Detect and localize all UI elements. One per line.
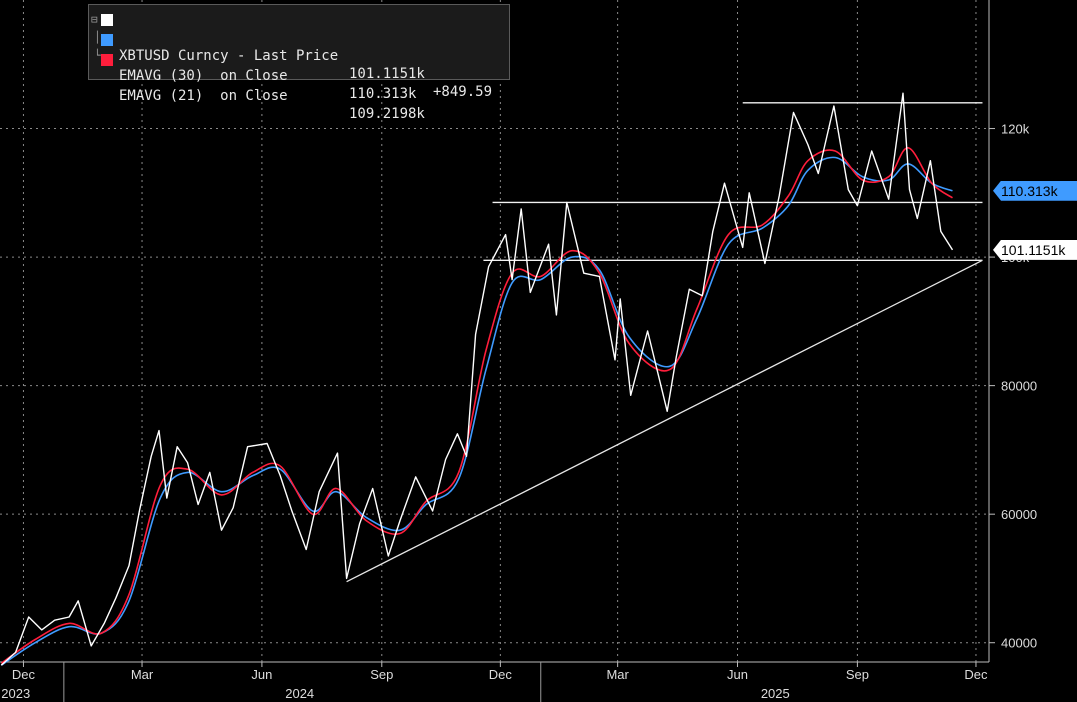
chart-legend: ⊟ │ └ XBTUSD Curncy - Last Price 101.115… bbox=[88, 4, 510, 122]
x-tick-label: Sep bbox=[846, 667, 869, 682]
legend-tree-icon[interactable]: ⊟ bbox=[91, 13, 98, 26]
y-tick-label: 40000 bbox=[1001, 636, 1037, 651]
x-tick-label: Mar bbox=[131, 667, 154, 682]
series-lines bbox=[0, 92, 954, 666]
price-tag-last-label: 101.1151k bbox=[1001, 241, 1066, 258]
legend-row-price[interactable]: XBTUSD Curncy - Last Price 101.1151k +84… bbox=[89, 11, 509, 100]
legend-name: EMAVG (30) on Close bbox=[119, 68, 288, 84]
price-series-line bbox=[0, 92, 954, 666]
legend-tree-connector-icon: └ bbox=[94, 49, 101, 62]
legend-name: XBTUSD Curncy - Last Price bbox=[119, 48, 339, 64]
x-year-label: 2025 bbox=[761, 686, 790, 701]
legend-row-ema21[interactable]: EMAVG (21) on Close 109.2198k bbox=[89, 51, 509, 122]
legend-swatch-price bbox=[101, 14, 113, 26]
y-tick-label: 60000 bbox=[1001, 507, 1037, 522]
legend-value: 110.313k bbox=[349, 86, 417, 102]
x-tick-label: Jun bbox=[251, 667, 272, 682]
ema30-series-line bbox=[0, 156, 953, 666]
price-tag-last: 101.1151k bbox=[993, 239, 1077, 260]
x-tick-label: Mar bbox=[606, 667, 629, 682]
legend-tree-connector-icon: │ bbox=[94, 31, 101, 44]
x-tick-label: Sep bbox=[370, 667, 393, 682]
price-tag-ema30: 110.313k bbox=[993, 180, 1077, 201]
y-tick-label: 80000 bbox=[1001, 379, 1037, 394]
x-axis-ticks: Dec Mar Jun Sep Dec Mar Jun Sep Dec 2023 2024 2025 bbox=[1, 662, 988, 701]
legend-swatch-ema21 bbox=[101, 54, 113, 66]
axis-dividers bbox=[0, 0, 990, 702]
x-tick-label: Dec bbox=[12, 667, 36, 682]
legend-row-ema30[interactable]: EMAVG (30) on Close 110.313k bbox=[89, 31, 509, 102]
legend-name: EMAVG (21) on Close bbox=[119, 88, 288, 104]
ema21-series-line bbox=[0, 147, 953, 664]
x-year-label: 2023 bbox=[1, 686, 30, 701]
x-year-label: 2024 bbox=[285, 686, 314, 701]
x-tick-label: Dec bbox=[489, 667, 513, 682]
price-tag-ema30-label: 110.313k bbox=[1001, 182, 1058, 199]
legend-value: 109.2198k bbox=[349, 106, 425, 122]
legend-change: +849.59 bbox=[433, 84, 493, 100]
annotation-lines bbox=[346, 102, 983, 583]
legend-swatch-ema30 bbox=[101, 34, 113, 46]
y-axis-ticks: 400006000080000100k120k bbox=[989, 122, 1037, 651]
x-tick-label: Jun bbox=[727, 667, 748, 682]
x-tick-label: Dec bbox=[964, 667, 988, 682]
y-tick-label: 120k bbox=[1001, 122, 1030, 137]
legend-value: 101.1151k bbox=[349, 66, 425, 82]
support-trendline bbox=[346, 259, 983, 583]
